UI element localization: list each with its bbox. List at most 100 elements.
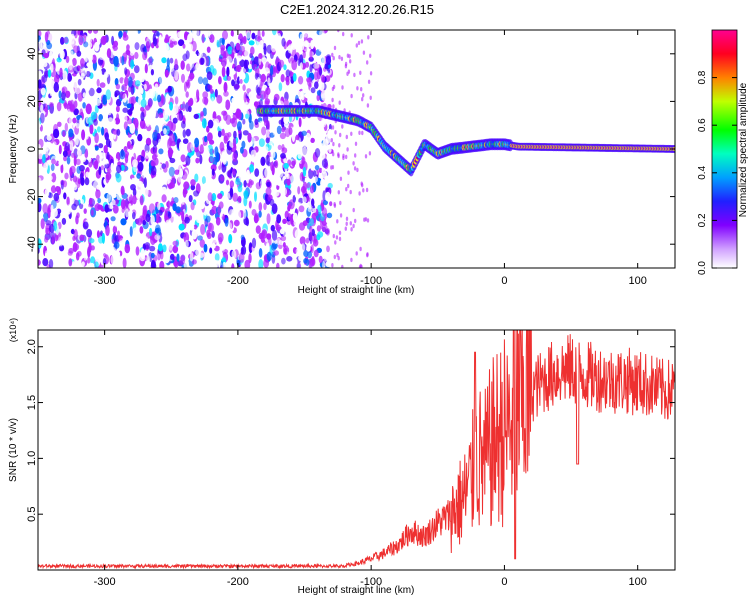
spectrogram-cell	[331, 263, 334, 268]
spectrogram-cell	[135, 259, 140, 267]
spectrogram-cell	[250, 46, 255, 55]
spectrogram-cell	[129, 226, 133, 237]
x-tick-label: -300	[94, 275, 116, 287]
spectrogram-cell	[127, 76, 133, 88]
spectrogram-cell	[90, 209, 94, 216]
spectrogram-cell	[243, 195, 248, 207]
spectrogram-cell	[167, 85, 172, 93]
spectrogram-cell	[270, 65, 274, 76]
spectrogram-cell	[73, 66, 79, 75]
spectrogram-cell	[258, 120, 264, 129]
spectrogram-cell	[49, 50, 53, 60]
spectrogram-cell	[96, 230, 100, 239]
spectrogram-cell	[151, 196, 156, 204]
spectrogram-cell	[126, 118, 133, 125]
spectrogram-cell	[231, 249, 237, 260]
x-tick-label: 0	[501, 275, 507, 287]
spectrogram-cell	[290, 237, 297, 244]
spectrogram-cell	[231, 105, 237, 114]
spectrogram-cell	[43, 180, 49, 188]
spectrogram-cell	[309, 49, 313, 60]
spectrogram-cell	[122, 257, 127, 268]
spectrogram-cell	[182, 187, 187, 198]
spectrogram-cell	[251, 209, 257, 216]
spectrogram-cell	[44, 236, 49, 243]
spectrogram-cell	[64, 142, 70, 152]
spectrogram-cell	[322, 190, 326, 202]
spectrogram-cell	[244, 49, 249, 58]
spectrogram-cell	[38, 72, 42, 82]
spectrogram-cell	[164, 240, 169, 246]
spectrogram-cell	[298, 205, 305, 213]
spectrogram-cell	[137, 133, 143, 142]
spectrogram-cell	[40, 104, 44, 113]
spectrogram-cell	[349, 59, 352, 64]
spectrogram-cell	[221, 56, 227, 68]
spectrogram-cell	[338, 230, 342, 235]
spectrogram-cell	[366, 103, 370, 108]
spectrogram-cell	[350, 93, 353, 99]
spectrogram-cell	[39, 211, 44, 218]
spectrogram-cell	[339, 176, 343, 181]
spectrogram-cell	[149, 178, 156, 184]
spectrogram-cell	[359, 246, 362, 252]
spectrogram-cell	[164, 43, 169, 54]
spectrogram-cell	[328, 146, 332, 153]
spectrogram-cell	[50, 79, 55, 89]
spectrogram-cell	[199, 154, 203, 165]
spectrogram-cell	[129, 122, 136, 134]
spectrogram-cell	[171, 197, 175, 206]
spectrogram-cell	[366, 218, 370, 223]
spectrogram-cell	[140, 98, 147, 108]
spectrogram-cell	[271, 164, 275, 176]
spectrogram-cell	[184, 216, 190, 224]
spectrogram-cell	[282, 229, 288, 237]
spectrogram-cell	[67, 81, 74, 88]
spectrogram-cell	[83, 250, 88, 261]
spectrogram-cell	[319, 67, 323, 76]
spectrogram-cell	[302, 141, 308, 148]
spectrogram-cell	[263, 202, 267, 211]
spectrogram-cell	[69, 123, 76, 130]
spectrogram-cell	[358, 130, 361, 135]
spectrogram-cell	[54, 74, 60, 84]
spectrogram-cell	[123, 121, 128, 131]
spectrogram-cell	[171, 175, 176, 183]
spectrogram-cell	[324, 63, 329, 70]
spectrogram-cell	[367, 79, 371, 85]
spectrogram-cell	[72, 57, 77, 67]
spectrogram-cell	[258, 210, 262, 218]
spectrogram-cell	[113, 186, 119, 193]
spectrogram-cell	[294, 229, 301, 240]
spectrogram-cell	[132, 227, 139, 233]
spectrogram-cell	[313, 71, 318, 81]
spectrogram-cell	[153, 104, 157, 115]
spectrogram-cell	[125, 49, 131, 56]
spectrogram-cell	[359, 263, 362, 268]
spectrogram-cell	[364, 154, 368, 159]
spectrogram-cell	[234, 239, 239, 249]
colorbar-label: Normalized spectral amplitude	[738, 82, 749, 217]
spectrogram-cell	[240, 246, 244, 255]
spectrogram-cell	[350, 227, 353, 232]
spectrogram-cell	[261, 126, 267, 136]
spectrogram-cell	[206, 71, 213, 81]
spectrogram-cell	[276, 262, 280, 268]
spectrogram-cell	[49, 86, 53, 97]
spectrogram-cell	[192, 158, 196, 169]
spectrogram-cell	[350, 131, 353, 136]
spectrogram-cell	[170, 34, 177, 42]
spectrogram-cell	[183, 181, 190, 190]
spectrogram-cell	[42, 61, 48, 68]
spectrogram-cell	[76, 148, 82, 157]
spectrogram-cell	[281, 257, 286, 265]
spectrogram-cell	[263, 146, 269, 152]
spectrogram-cell	[216, 94, 223, 104]
spectrogram-cell	[189, 61, 194, 68]
spectrogram-cell	[169, 101, 174, 111]
spectrogram-cell	[93, 30, 99, 34]
spectrogram-cell	[361, 97, 364, 102]
spectrogram-cell	[232, 152, 238, 163]
spectrogram-cell	[240, 146, 244, 154]
spectrogram-cell	[121, 45, 127, 53]
